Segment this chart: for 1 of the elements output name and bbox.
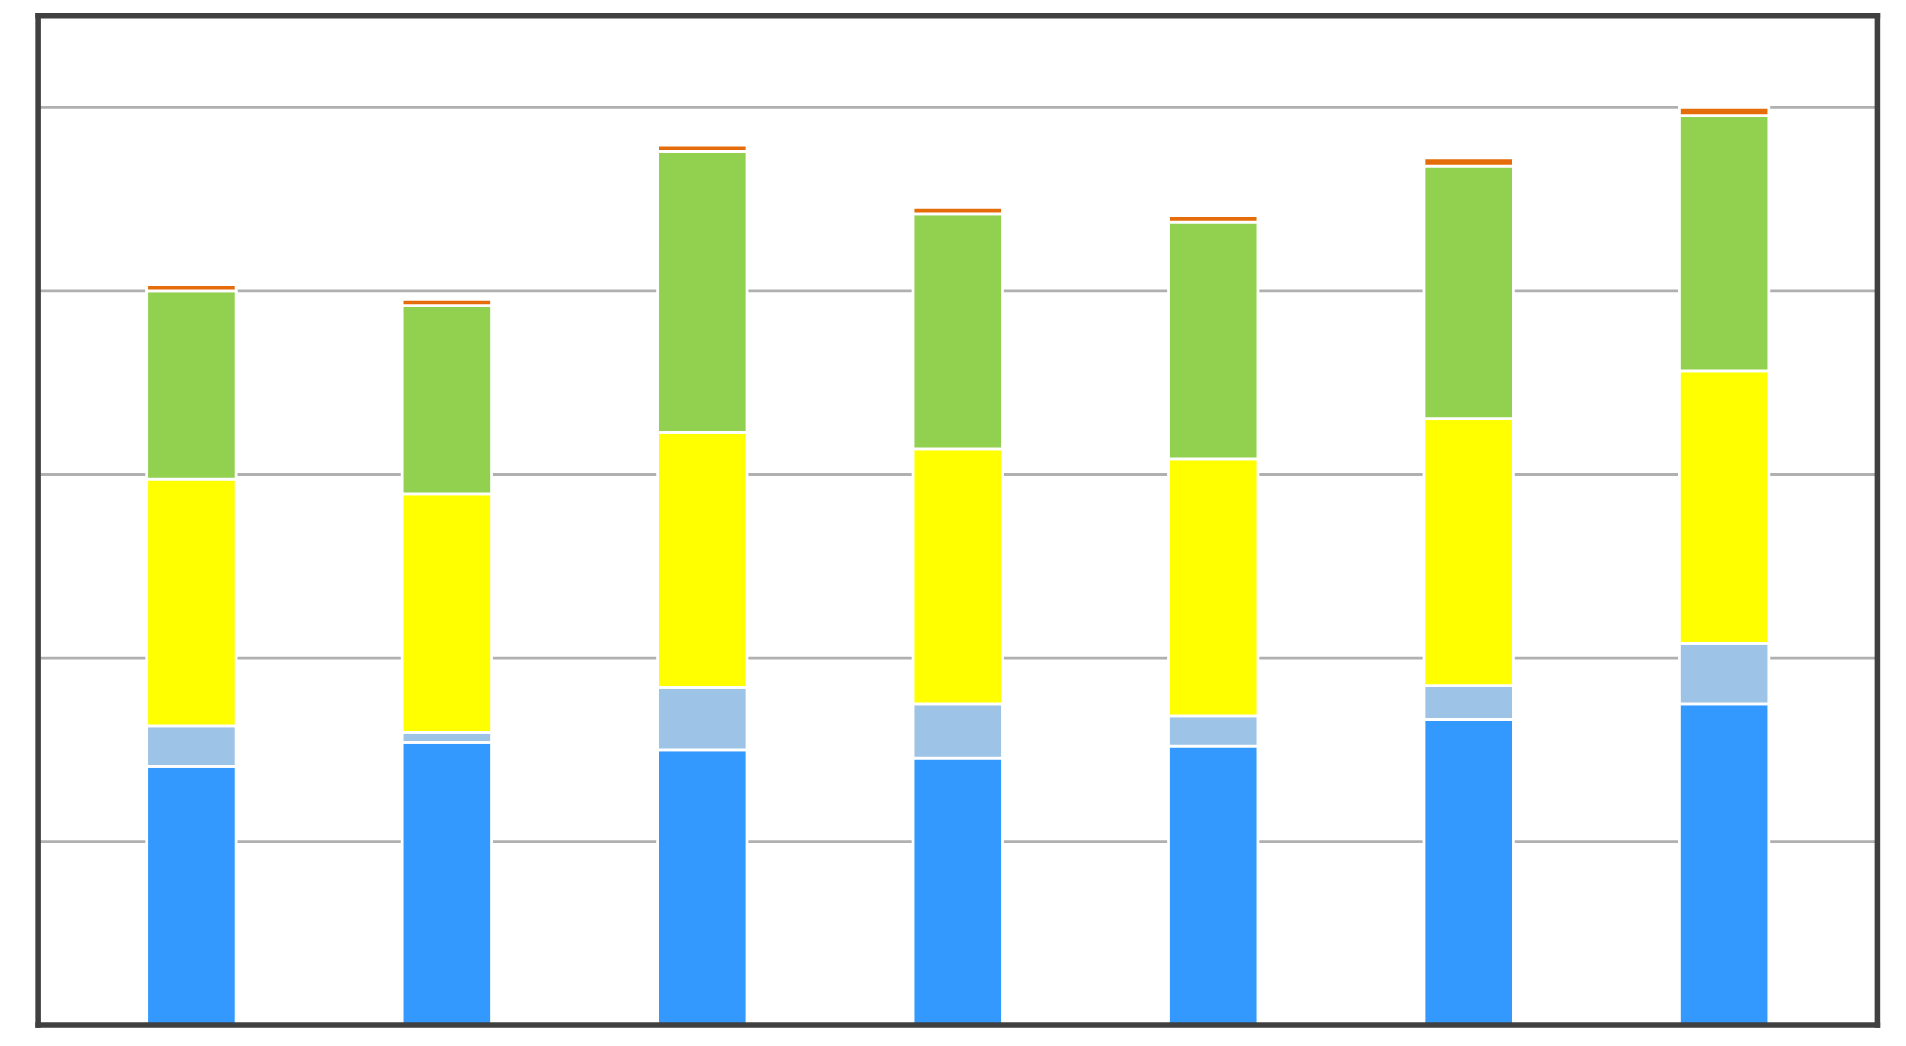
bar (400, 741, 493, 1026)
